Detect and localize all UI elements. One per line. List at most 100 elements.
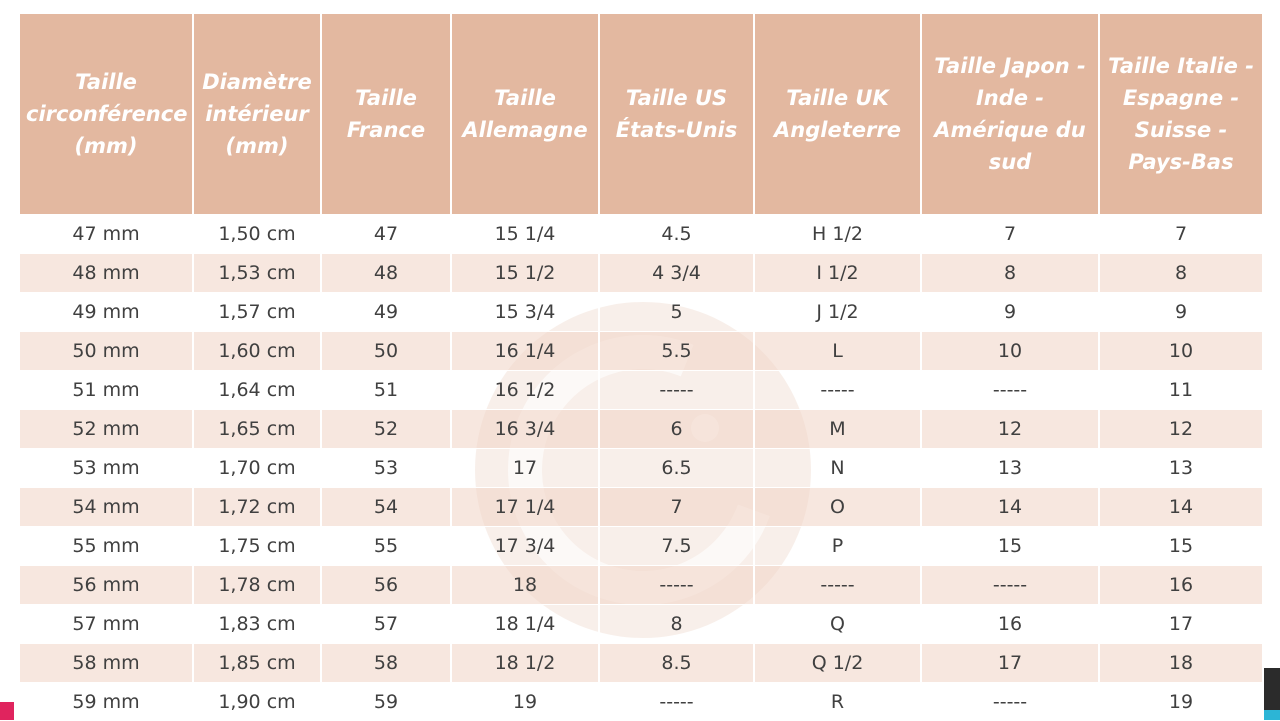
table-cell: ----- (921, 371, 1099, 410)
table-cell: 48 (321, 254, 451, 293)
table-cell: ----- (921, 566, 1099, 605)
table-cell: 8.5 (599, 644, 754, 683)
table-cell: N (754, 449, 921, 488)
table-cell: 1,70 cm (193, 449, 321, 488)
table-cell: Q (754, 605, 921, 644)
table-cell: 9 (921, 293, 1099, 332)
table-cell: 19 (451, 683, 599, 721)
table-cell: 56 (321, 566, 451, 605)
table-cell: 15 (1099, 527, 1263, 566)
table-cell: 5.5 (599, 332, 754, 371)
table-cell: 17 (1099, 605, 1263, 644)
table-cell: ----- (754, 371, 921, 410)
table-cell: 5 (599, 293, 754, 332)
table-cell: 1,65 cm (193, 410, 321, 449)
corner-accent (0, 702, 14, 720)
table-cell: 7.5 (599, 527, 754, 566)
table-cell: 1,78 cm (193, 566, 321, 605)
table-cell: 8 (599, 605, 754, 644)
table-cell: 17 3/4 (451, 527, 599, 566)
table-cell: 49 mm (19, 293, 193, 332)
column-header: Taille Allemagne (451, 14, 599, 215)
column-header: Diamètre intérieur (mm) (193, 14, 321, 215)
table-cell: 1,83 cm (193, 605, 321, 644)
table-cell: 52 mm (19, 410, 193, 449)
table-cell: 58 mm (19, 644, 193, 683)
table-cell: 7 (599, 488, 754, 527)
table-cell: 1,60 cm (193, 332, 321, 371)
table-cell: 55 (321, 527, 451, 566)
table-cell: 10 (1099, 332, 1263, 371)
table-cell: 12 (921, 410, 1099, 449)
table-cell: H 1/2 (754, 215, 921, 254)
table-cell: 6.5 (599, 449, 754, 488)
table-cell: 59 (321, 683, 451, 721)
table-cell: 16 (921, 605, 1099, 644)
table-cell: 19 (1099, 683, 1263, 721)
table-cell: 7 (1099, 215, 1263, 254)
table-cell: ----- (599, 683, 754, 721)
table-cell: 15 3/4 (451, 293, 599, 332)
table-cell: 1,72 cm (193, 488, 321, 527)
table-cell: ----- (921, 683, 1099, 721)
table-cell: 1,57 cm (193, 293, 321, 332)
table-cell: 1,64 cm (193, 371, 321, 410)
corner-accent (1264, 710, 1280, 720)
table-cell: 52 (321, 410, 451, 449)
table-cell: 14 (1099, 488, 1263, 527)
ring-size-table: Taille circonférence (mm)Diamètre intéri… (18, 14, 1264, 721)
table-cell: 4 3/4 (599, 254, 754, 293)
table-cell: 1,90 cm (193, 683, 321, 721)
table-cell: 57 (321, 605, 451, 644)
table-cell: 51 mm (19, 371, 193, 410)
table-cell: M (754, 410, 921, 449)
table-cell: ----- (599, 371, 754, 410)
table-cell: 16 1/2 (451, 371, 599, 410)
table-cell: ----- (754, 566, 921, 605)
table-cell: 7 (921, 215, 1099, 254)
table-cell: 4.5 (599, 215, 754, 254)
table-cell: O (754, 488, 921, 527)
table-cell: 14 (921, 488, 1099, 527)
table-cell: 8 (1099, 254, 1263, 293)
table-cell: 50 mm (19, 332, 193, 371)
table-cell: 56 mm (19, 566, 193, 605)
table-cell: 50 (321, 332, 451, 371)
table-cell: 12 (1099, 410, 1263, 449)
table-cell: 18 1/4 (451, 605, 599, 644)
table-cell: 18 (1099, 644, 1263, 683)
table-cell: 48 mm (19, 254, 193, 293)
table-cell: J 1/2 (754, 293, 921, 332)
table-cell: 51 (321, 371, 451, 410)
table-cell: P (754, 527, 921, 566)
table-cell: 47 mm (19, 215, 193, 254)
table-cell: 10 (921, 332, 1099, 371)
table-cell: 13 (1099, 449, 1263, 488)
table-cell: 15 1/2 (451, 254, 599, 293)
table-cell: 17 (451, 449, 599, 488)
table-cell: 57 mm (19, 605, 193, 644)
table-cell: 47 (321, 215, 451, 254)
column-header: Taille circonférence (mm) (19, 14, 193, 215)
table-cell: 9 (1099, 293, 1263, 332)
table-cell: 55 mm (19, 527, 193, 566)
column-header: Taille Japon - Inde - Amérique du sud (921, 14, 1099, 215)
table-cell: Q 1/2 (754, 644, 921, 683)
table-cell: L (754, 332, 921, 371)
table-cell: 18 1/2 (451, 644, 599, 683)
table-cell: R (754, 683, 921, 721)
table-cell: 1,85 cm (193, 644, 321, 683)
table-cell: 13 (921, 449, 1099, 488)
